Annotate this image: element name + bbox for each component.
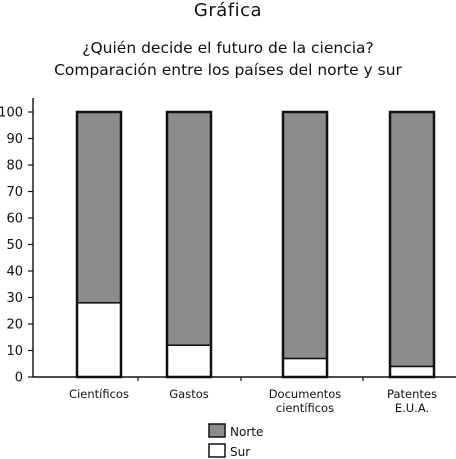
chart-title: ¿Quién decide el futuro de la ciencia? — [82, 39, 374, 57]
chart-subtitle: Comparación entre los países del norte y… — [54, 61, 402, 79]
y-tick-label: 100 — [0, 106, 23, 121]
bar-norte-3 — [389, 111, 435, 368]
y-tick-label: 60 — [6, 212, 23, 227]
legend-swatch-sur — [208, 443, 226, 458]
x-category-label: Documentos — [269, 387, 342, 401]
y-tick-label: 40 — [6, 265, 23, 280]
x-category-label: Patentes — [387, 387, 437, 401]
legend-label-sur: Sur — [230, 445, 250, 459]
y-tick-label: 30 — [6, 291, 23, 306]
y-tick-label: 90 — [6, 132, 23, 147]
bar-outline — [165, 110, 213, 379]
bar-norte-1 — [166, 111, 212, 346]
y-tick-label: 50 — [6, 238, 23, 253]
page-title: Gráfica — [193, 0, 263, 21]
bar-outline — [388, 110, 436, 379]
y-tick-label: 20 — [6, 318, 23, 333]
y-tick-label: 70 — [6, 185, 23, 200]
y-tick-label: 10 — [6, 344, 23, 359]
x-category-label: E.U.A. — [395, 401, 429, 415]
bar-sur-1 — [166, 344, 212, 378]
bar-sur-0 — [76, 302, 122, 378]
bar-sur-2 — [282, 357, 328, 378]
legend-label-norte: Norte — [230, 425, 263, 439]
bar-norte-2 — [282, 111, 328, 360]
legend-swatch-norte — [208, 423, 226, 438]
x-category-label: Científicos — [69, 387, 129, 401]
bar-sur-3 — [389, 365, 435, 378]
bar-outline — [281, 110, 329, 379]
bar-norte-0 — [76, 111, 122, 304]
bar-outline — [75, 110, 123, 379]
y-tick-label: 0 — [15, 371, 23, 386]
x-category-label: científicos — [276, 401, 334, 415]
y-tick-label: 80 — [6, 159, 23, 174]
x-category-label: Gastos — [169, 387, 209, 401]
